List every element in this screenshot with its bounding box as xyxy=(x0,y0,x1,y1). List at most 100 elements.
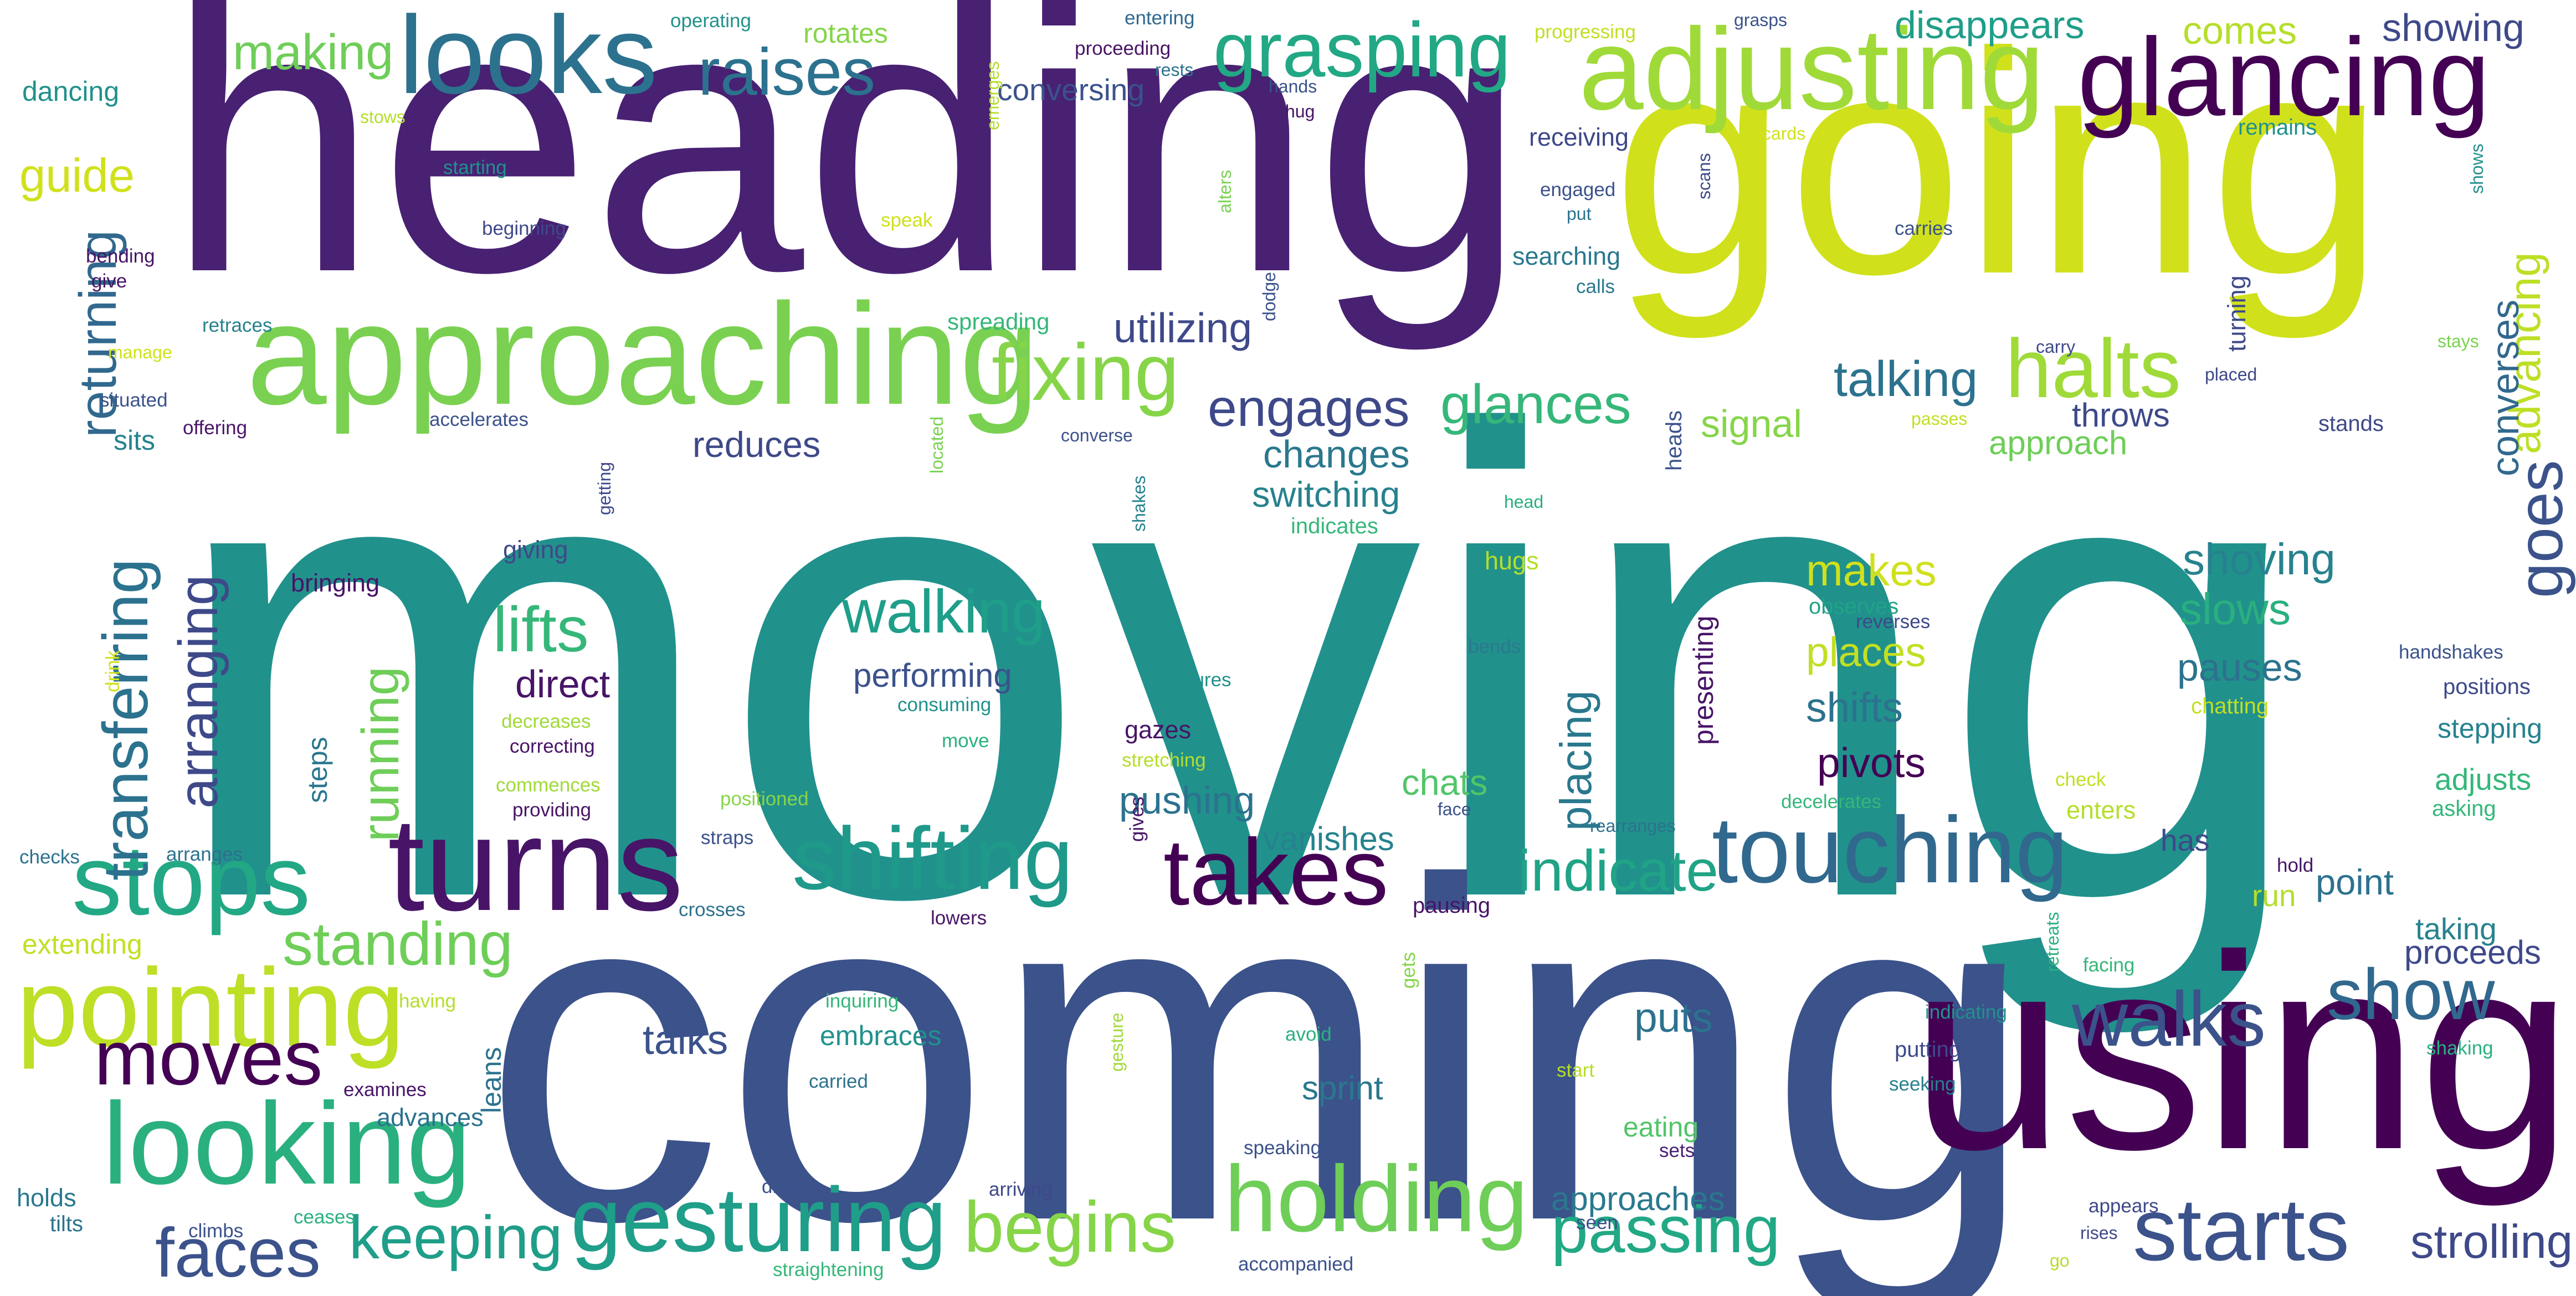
word-crosses: crosses xyxy=(679,899,746,920)
word-signal: signal xyxy=(1701,402,1802,445)
word-pushing: pushing xyxy=(1119,779,1255,822)
word-accelerates: accelerates xyxy=(429,409,528,430)
word-facing: facing xyxy=(2083,954,2135,976)
word-approach: approach xyxy=(1989,424,2128,461)
word-start: start xyxy=(1557,1060,1595,1081)
word-bringing: bringing xyxy=(291,569,380,597)
word-secures: secures xyxy=(1163,669,1231,691)
word-direct: direct xyxy=(515,662,610,706)
word-stops: stops xyxy=(72,825,311,936)
word-vanishes: vanishes xyxy=(1263,820,1394,857)
word-putting: putting xyxy=(1895,1037,1962,1062)
word-makes: makes xyxy=(1806,546,1937,595)
word-moving: moving xyxy=(166,294,2310,1036)
word-positions: positions xyxy=(2443,675,2531,699)
word-carries: carries xyxy=(1895,218,1953,239)
word-throws: throws xyxy=(2072,397,2170,434)
word-extending: extending xyxy=(22,929,142,960)
word-reduces: reduces xyxy=(692,424,821,465)
word-placed: placed xyxy=(2205,364,2257,384)
word-leans: leans xyxy=(476,1047,507,1113)
word-gazes: gazes xyxy=(1125,716,1192,744)
word-asking: asking xyxy=(2432,796,2496,821)
word-progressing: progressing xyxy=(1535,21,1636,43)
word-shakes: shakes xyxy=(1129,475,1149,532)
word-stands: stands xyxy=(2318,412,2384,436)
word-shifting: shifting xyxy=(792,809,1073,908)
word-advances: advances xyxy=(377,1103,484,1132)
word-proceeds: proceeds xyxy=(2404,934,2541,971)
word-sprint: sprint xyxy=(1302,1069,1383,1107)
word-speaking: speaking xyxy=(1244,1137,1322,1159)
word-taking: taking xyxy=(2415,912,2497,946)
word-steps: steps xyxy=(302,737,333,803)
word-starting: starting xyxy=(443,157,507,178)
word-getting: getting xyxy=(594,461,614,515)
word-puts: puts xyxy=(1634,994,1713,1041)
word-holds: holds xyxy=(17,1184,76,1212)
word-adjusts: adjusts xyxy=(2435,762,2532,796)
word-reverses: reverses xyxy=(1856,611,1931,632)
word-searching: searching xyxy=(1512,242,1621,270)
word-rises: rises xyxy=(2080,1223,2118,1243)
word-pausing: pausing xyxy=(1413,893,1491,918)
word-lowers: lowers xyxy=(931,907,987,929)
word-fixing: fixing xyxy=(992,327,1179,417)
word-run: run xyxy=(2252,878,2296,913)
word-has: has xyxy=(2161,823,2210,857)
word-standing: standing xyxy=(283,910,513,978)
word-raises: raises xyxy=(698,35,876,109)
word-situated: situated xyxy=(100,389,168,411)
word-providing: providing xyxy=(512,799,592,821)
word-stepping: stepping xyxy=(2438,713,2543,744)
word-begins: begins xyxy=(964,1186,1177,1267)
word-gesturing: gesturing xyxy=(571,1169,947,1271)
word-strolling: strolling xyxy=(2410,1216,2573,1268)
word-discards: discards xyxy=(1739,124,1806,143)
word-sets: sets xyxy=(1659,1140,1695,1161)
word-shoving: shoving xyxy=(2183,534,2336,584)
word-carry: carry xyxy=(2036,337,2076,357)
word-engages: engages xyxy=(1208,379,1410,438)
word-looks: looks xyxy=(399,0,658,117)
word-checks: checks xyxy=(19,846,80,868)
word-straightening: straightening xyxy=(773,1259,884,1280)
word-placing: placing xyxy=(1551,690,1600,831)
word-consuming: consuming xyxy=(897,694,992,716)
word-moves: moves xyxy=(94,1014,323,1101)
word-hugs: hugs xyxy=(1485,547,1539,575)
word-stretching: stretching xyxy=(1122,749,1206,771)
word-retraces: retraces xyxy=(202,315,273,336)
word-making: making xyxy=(233,25,394,80)
word-passing: passing xyxy=(1551,1192,1780,1267)
word-shifts: shifts xyxy=(1806,684,1903,731)
word-seeking: seeking xyxy=(1889,1073,1956,1095)
word-operating: operating xyxy=(670,10,751,32)
word-seen: seen xyxy=(1576,1212,1618,1233)
word-enters: enters xyxy=(2066,796,2136,824)
word-calls: calls xyxy=(1576,276,1615,297)
word-goes: goes xyxy=(2505,460,2576,598)
word-heading: heading xyxy=(166,0,1527,352)
word-converses: converses xyxy=(2483,299,2527,476)
word-keeping: keeping xyxy=(349,1204,563,1272)
word-remains: remains xyxy=(2238,115,2317,140)
word-approaching: approaching xyxy=(247,274,1040,435)
word-transferring: transferring xyxy=(90,558,161,881)
word-gesture: gesture xyxy=(1107,1012,1127,1072)
word-touching: touching xyxy=(1712,798,2068,903)
word-drinks: drinks xyxy=(762,1176,814,1197)
word-stows: stows xyxy=(360,107,406,127)
word-giving: giving xyxy=(503,536,568,564)
word-pauses: pauses xyxy=(2177,646,2302,689)
word-pointing: pointing xyxy=(17,946,405,1069)
word-slows: slows xyxy=(2180,584,2291,634)
word-places: places xyxy=(1806,629,1926,675)
word-inquiring: inquiring xyxy=(825,990,899,1012)
word-head: head xyxy=(1504,492,1544,512)
word-emerges: emerges xyxy=(983,61,1003,131)
word-looking: looking xyxy=(102,1078,471,1208)
word-faces: faces xyxy=(155,1215,321,1292)
word-arranging: arranging xyxy=(167,574,229,809)
